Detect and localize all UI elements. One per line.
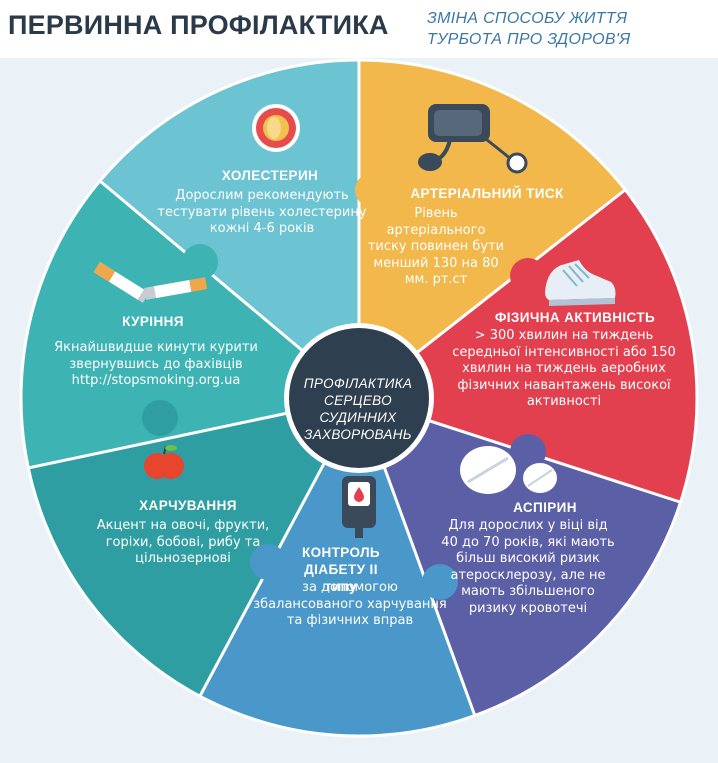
page-subtitle: ЗМІНА СПОСОБУ ЖИТТЯ ТУРБОТА ПРО ЗДОРОВ'Я — [427, 8, 717, 50]
puzzle-knob — [510, 258, 546, 294]
segment-nutrition — [28, 398, 359, 696]
apple-icon — [144, 445, 184, 479]
diabetes-text: за допомогою збалансованого харчування т… — [253, 580, 447, 628]
pills-icon — [460, 446, 557, 494]
subtitle-line-1: ЗМІНА СПОСОБУ ЖИТТЯ — [427, 10, 628, 27]
puzzle-knob — [142, 400, 178, 436]
page-title: ПЕРВИННА ПРОФІЛАКТИКА — [8, 10, 389, 40]
nutrition-text: Акцент на овочі, фрукти, горіхи, бобові,… — [96, 518, 270, 566]
puzzle-knob — [182, 244, 218, 280]
center-line-1: ПРОФІЛАКТИКА — [303, 376, 413, 391]
center-circle — [289, 328, 429, 468]
center-line-3: СУДИННИХ — [319, 410, 397, 425]
pressure-text: Рівень артеріального тиску повинен бути … — [367, 206, 505, 287]
smoking-title: КУРІННЯ — [122, 314, 184, 329]
center-label: ПРОФІЛАКТИКА СЕРЦЕВО СУДИННИХ ЗАХВОРЮВАН… — [285, 375, 431, 443]
puzzle-knob — [510, 434, 546, 470]
pressure-title: АРТЕРІАЛЬНИЙ ТИСК — [410, 186, 564, 201]
nutrition-title: ХАРЧУВАННЯ — [139, 498, 237, 513]
cigarette-icon — [93, 262, 208, 303]
center-line-4: ЗАХВОРЮВАНЬ — [304, 427, 412, 442]
cholesterol-title: ХОЛЕСТЕРИН — [221, 168, 319, 183]
segment-pressure — [359, 60, 625, 398]
activity-title: ФІЗИЧНА АКТИВНІСТЬ — [494, 310, 656, 325]
aspirin-text: Для дорослих у віці від 40 до 70 років, … — [441, 518, 615, 616]
subtitle-line-2: ТУРБОТА ПРО ЗДОРОВ'Я — [427, 31, 631, 48]
diabetes-title: КОНТРОЛЬ ДІАБЕТУ ІІ типу — [301, 545, 381, 594]
segment-smoking — [20, 181, 360, 468]
aspirin-title: АСПІРИН — [513, 500, 577, 515]
wheel-outline — [19, 58, 699, 738]
smoking-text: Якнайшвидше кинути курити звернувшись до… — [54, 340, 258, 388]
center-line-2: СЕРЦЕВО — [324, 393, 392, 408]
blood-pressure-cuff-icon — [418, 104, 528, 174]
segment-diabetes — [200, 398, 475, 737]
puzzle-knob — [355, 173, 389, 207]
puzzle-knob — [250, 544, 286, 580]
puzzle-knob — [422, 564, 458, 600]
sneaker-icon — [545, 260, 616, 306]
activity-text: > 300 хвилин на тиждень середньої інтенс… — [452, 328, 676, 409]
cholesterol-text: Дорослим рекомендують тестувати рівень х… — [157, 188, 367, 236]
header: ПЕРВИННА ПРОФІЛАКТИКА ЗМІНА СПОСОБУ ЖИТТ… — [0, 0, 718, 60]
segment-cholesterol — [100, 60, 359, 398]
glucometer-icon — [342, 476, 376, 538]
artery-icon — [252, 104, 300, 152]
